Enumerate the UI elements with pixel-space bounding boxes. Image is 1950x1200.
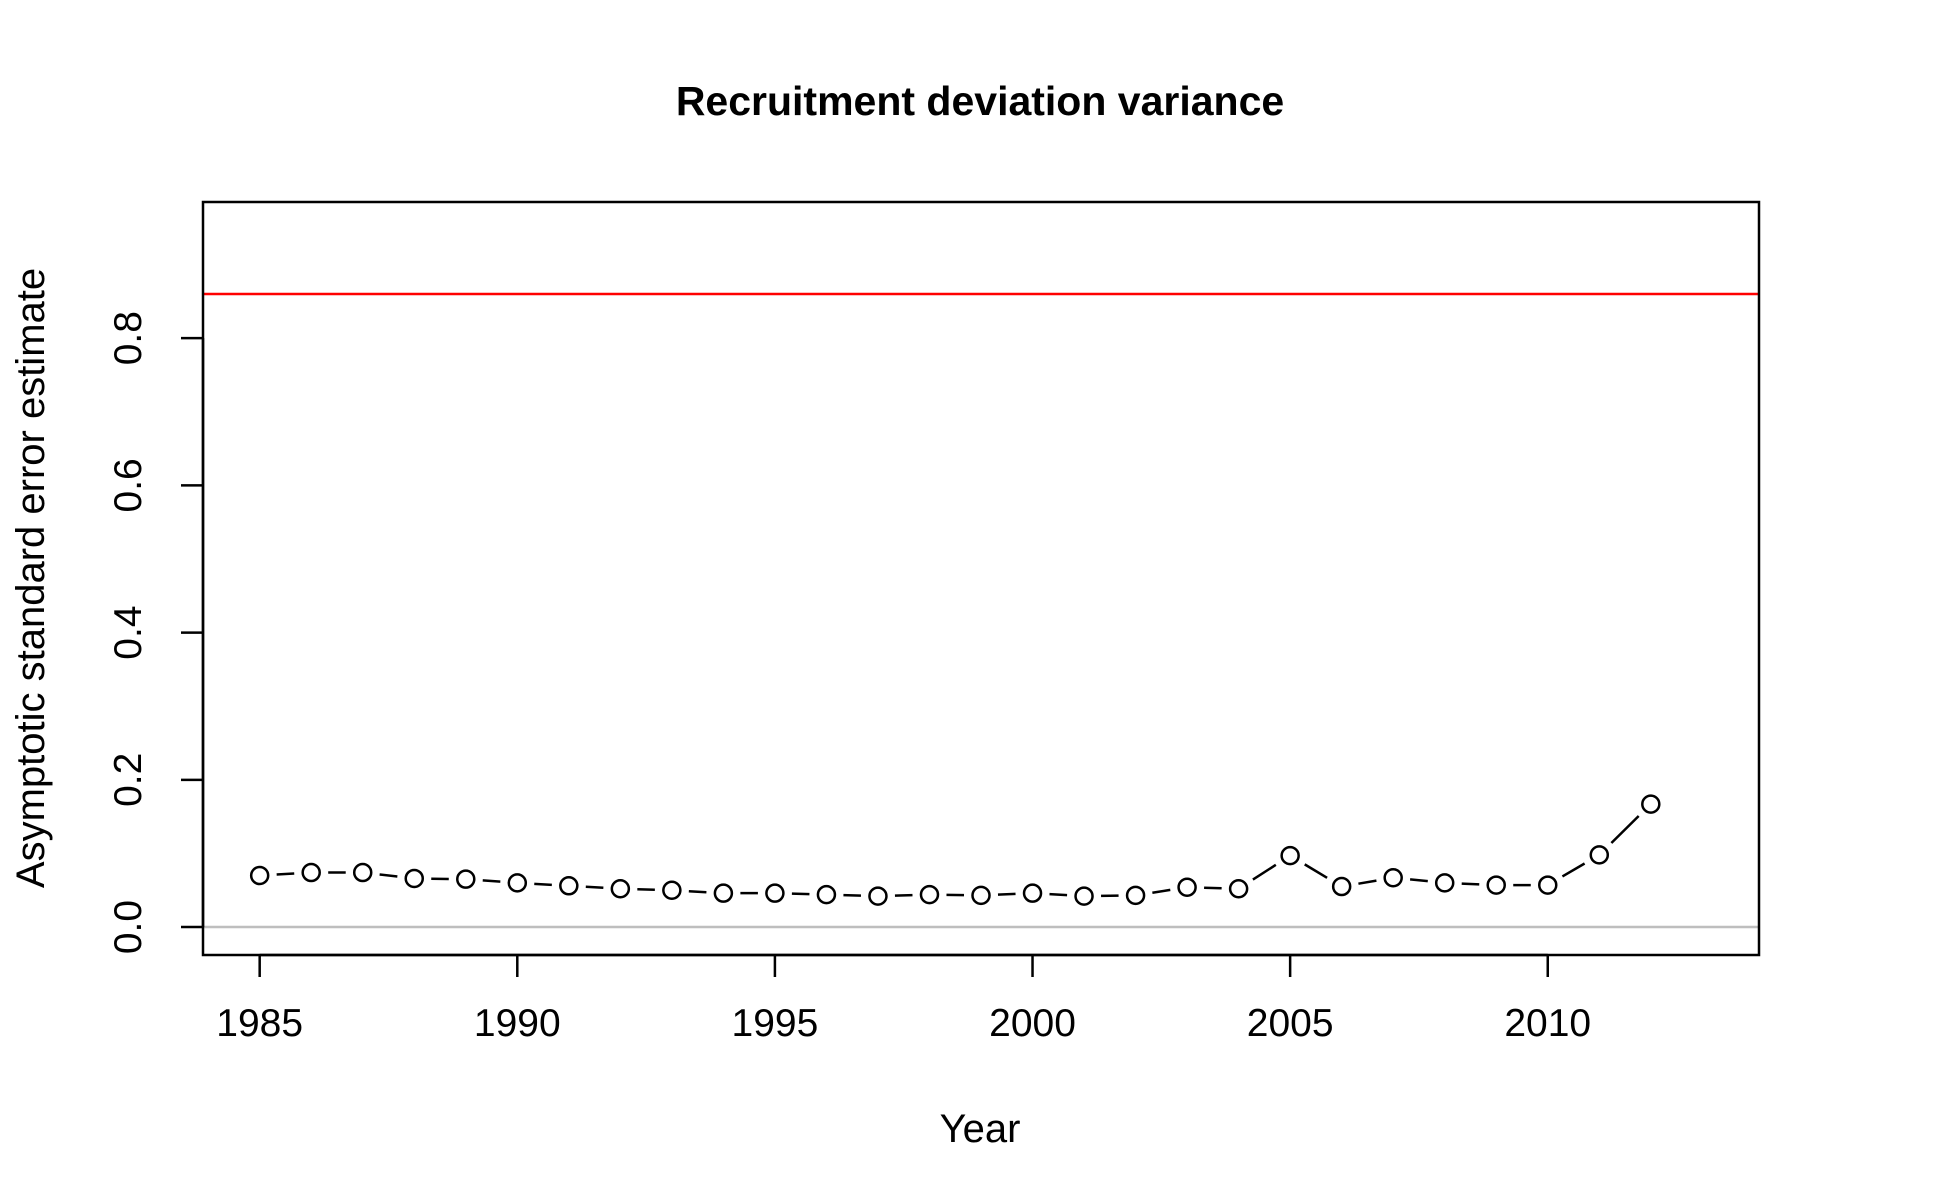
series-segment <box>1358 879 1377 885</box>
y-tick-label: 0.6 <box>107 458 150 512</box>
data-point <box>301 862 321 883</box>
y-tick-label: 0.8 <box>107 311 150 365</box>
series-segment <box>1461 882 1480 886</box>
series-segment <box>1304 863 1328 879</box>
series-segment <box>1049 892 1068 897</box>
series-segment <box>1409 878 1428 883</box>
data-point <box>456 869 476 889</box>
data-point <box>1434 873 1455 893</box>
series-segment <box>894 893 913 897</box>
data-point <box>1641 794 1661 814</box>
x-tick-label: 1990 <box>474 1002 561 1045</box>
series-segment <box>791 892 810 896</box>
chart-title: Recruitment deviation variance <box>676 78 1284 124</box>
data-point <box>1486 875 1506 895</box>
data-point <box>713 883 734 903</box>
series-points <box>249 794 1661 906</box>
data-point <box>249 865 270 886</box>
series-segment <box>1561 862 1586 878</box>
series-segment <box>637 887 655 891</box>
data-point <box>1125 885 1146 906</box>
data-point <box>662 880 682 900</box>
series-segment <box>482 879 501 883</box>
series-segment <box>534 882 552 887</box>
series-segment <box>379 873 398 878</box>
x-tick-label: 1985 <box>216 1002 303 1045</box>
data-point <box>404 868 424 889</box>
series-segment <box>997 892 1016 896</box>
data-point <box>1228 879 1249 899</box>
series-segment <box>276 872 295 876</box>
data-point <box>919 884 940 905</box>
x-tick-label: 2005 <box>1247 1002 1334 1045</box>
series-connectors <box>276 815 1640 898</box>
data-point <box>1177 877 1197 898</box>
y-tick-label: 0.2 <box>107 753 150 807</box>
data-point <box>1331 876 1352 897</box>
x-tick-label: 1995 <box>732 1002 819 1045</box>
data-point <box>868 886 888 906</box>
x-axis-label: Year <box>940 1107 1021 1151</box>
series-segment <box>843 893 861 897</box>
x-axis: 1985 1990 1995 2000 2005 2010 <box>216 953 1591 1045</box>
y-axis: 0.0 0.2 0.4 0.6 0.8 <box>107 311 205 954</box>
data-point <box>352 862 373 883</box>
y-axis-label: Asymptotic standard error estimate <box>9 268 53 888</box>
y-tick-label: 0.0 <box>107 900 150 954</box>
x-tick-label: 2000 <box>989 1002 1076 1045</box>
data-point <box>1022 883 1043 903</box>
series-segment <box>1204 886 1222 890</box>
data-point <box>765 883 785 903</box>
series-segment <box>1152 888 1171 894</box>
plot-frame <box>201 200 1761 957</box>
y-tick-label: 0.4 <box>107 605 150 659</box>
series-segment <box>688 889 707 894</box>
data-point <box>1538 875 1558 895</box>
data-point <box>1589 845 1610 865</box>
series-segment <box>1252 863 1277 881</box>
data-point <box>507 873 528 893</box>
data-point <box>1383 867 1403 888</box>
data-point <box>610 879 631 899</box>
data-point <box>559 876 579 896</box>
data-point <box>816 884 837 905</box>
reference-lines <box>203 292 1759 929</box>
x-tick-label: 2010 <box>1504 1002 1591 1045</box>
series-segment <box>585 885 604 890</box>
data-point <box>971 885 991 906</box>
series-segment <box>1610 815 1640 844</box>
data-point <box>1280 845 1300 866</box>
data-point <box>1074 886 1094 906</box>
